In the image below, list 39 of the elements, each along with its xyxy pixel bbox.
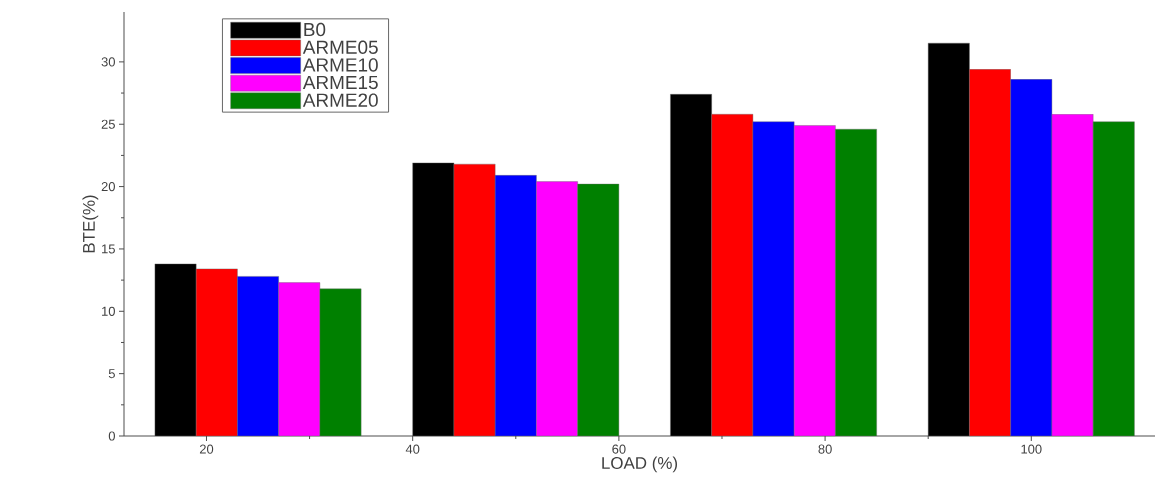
x-tick-label: 60 xyxy=(612,444,626,454)
y-tick-label: 15 xyxy=(102,244,115,254)
y-tick-label: 30 xyxy=(101,57,115,67)
bar xyxy=(319,288,362,436)
bar xyxy=(412,162,455,436)
legend-label: B0 xyxy=(304,22,326,37)
y-tick-label: 0 xyxy=(108,431,115,441)
bar xyxy=(670,94,712,436)
bar xyxy=(1092,121,1135,436)
bar xyxy=(711,114,754,436)
legend-label: ARME10 xyxy=(302,58,378,72)
bar xyxy=(154,263,197,436)
y-tick-label: 20 xyxy=(101,182,115,192)
bar xyxy=(752,121,795,436)
bar xyxy=(835,129,877,436)
y-tick-label: 25 xyxy=(101,119,115,129)
bar xyxy=(494,175,537,436)
legend-label: ARME05 xyxy=(302,40,378,54)
bar xyxy=(195,268,238,436)
bar xyxy=(536,181,578,436)
bar xyxy=(969,69,1011,436)
bar xyxy=(793,125,836,436)
x-axis-title: LOAD (%) xyxy=(602,456,678,473)
y-tick-label: 5 xyxy=(108,369,115,379)
bar xyxy=(927,42,970,436)
bar xyxy=(278,282,321,436)
bar xyxy=(1010,79,1053,436)
bar xyxy=(577,183,620,436)
y-tick-label: 10 xyxy=(102,306,115,316)
bar xyxy=(453,163,496,436)
legend-label: ARME20 xyxy=(302,93,378,107)
x-tick-label: 100 xyxy=(1021,444,1042,454)
y-axis-title: BTE(%) xyxy=(82,195,99,253)
bar xyxy=(237,276,279,436)
x-tick-label: 80 xyxy=(818,444,832,454)
legend-label: ARME15 xyxy=(302,75,378,90)
x-tick-label: 40 xyxy=(405,444,420,454)
bar xyxy=(1051,114,1094,436)
x-tick-label: 20 xyxy=(199,444,214,454)
